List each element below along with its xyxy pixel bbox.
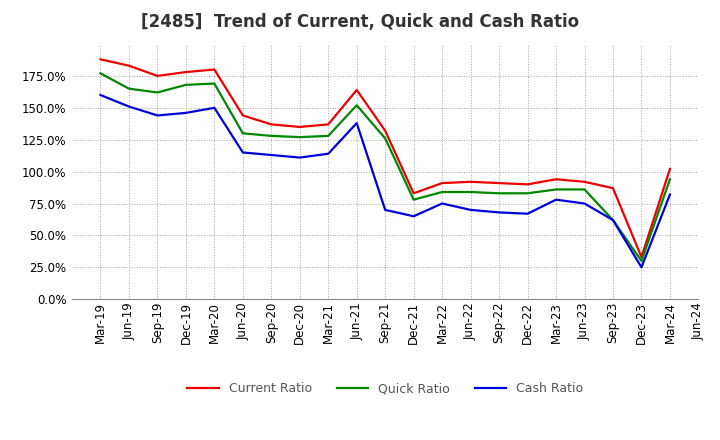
Quick Ratio (352, 103, 361, 108)
Quick Ratio (552, 187, 560, 192)
Current Ratio (467, 179, 475, 184)
Quick Ratio (438, 189, 446, 194)
Quick Ratio (467, 189, 475, 194)
Quick Ratio (665, 176, 674, 182)
Quick Ratio (267, 133, 276, 139)
Cash Ratio (324, 151, 333, 156)
Quick Ratio (495, 191, 503, 196)
Cash Ratio (267, 152, 276, 158)
Line: Cash Ratio: Cash Ratio (101, 95, 670, 268)
Current Ratio (324, 122, 333, 127)
Quick Ratio (125, 86, 133, 92)
Current Ratio (210, 67, 219, 72)
Cash Ratio (580, 201, 589, 206)
Quick Ratio (96, 71, 105, 76)
Line: Quick Ratio: Quick Ratio (101, 73, 670, 261)
Current Ratio (295, 124, 304, 129)
Cash Ratio (295, 155, 304, 160)
Text: [2485]  Trend of Current, Quick and Cash Ratio: [2485] Trend of Current, Quick and Cash … (141, 13, 579, 31)
Quick Ratio (324, 133, 333, 139)
Quick Ratio (381, 136, 390, 141)
Cash Ratio (467, 207, 475, 213)
Cash Ratio (381, 207, 390, 213)
Quick Ratio (295, 135, 304, 140)
Cash Ratio (438, 201, 446, 206)
Current Ratio (580, 179, 589, 184)
Quick Ratio (608, 217, 617, 223)
Cash Ratio (608, 217, 617, 223)
Cash Ratio (210, 105, 219, 110)
Cash Ratio (665, 192, 674, 197)
Quick Ratio (153, 90, 162, 95)
Line: Current Ratio: Current Ratio (101, 59, 670, 257)
Cash Ratio (637, 265, 646, 270)
Current Ratio (267, 122, 276, 127)
Quick Ratio (210, 81, 219, 86)
Current Ratio (153, 73, 162, 78)
Cash Ratio (495, 210, 503, 215)
Quick Ratio (181, 82, 190, 88)
Cash Ratio (96, 92, 105, 98)
Current Ratio (125, 63, 133, 68)
Current Ratio (665, 166, 674, 172)
Cash Ratio (181, 110, 190, 116)
Cash Ratio (352, 121, 361, 126)
Current Ratio (410, 191, 418, 196)
Quick Ratio (637, 258, 646, 264)
Quick Ratio (410, 197, 418, 202)
Current Ratio (637, 254, 646, 260)
Cash Ratio (523, 211, 532, 216)
Current Ratio (552, 176, 560, 182)
Current Ratio (495, 180, 503, 186)
Legend: Current Ratio, Quick Ratio, Cash Ratio: Current Ratio, Quick Ratio, Cash Ratio (182, 377, 588, 400)
Current Ratio (96, 57, 105, 62)
Cash Ratio (552, 197, 560, 202)
Cash Ratio (125, 104, 133, 109)
Cash Ratio (153, 113, 162, 118)
Current Ratio (381, 128, 390, 133)
Cash Ratio (238, 150, 247, 155)
Cash Ratio (410, 214, 418, 219)
Current Ratio (238, 113, 247, 118)
Quick Ratio (238, 131, 247, 136)
Current Ratio (181, 70, 190, 75)
Quick Ratio (523, 191, 532, 196)
Current Ratio (523, 182, 532, 187)
Current Ratio (608, 186, 617, 191)
Current Ratio (352, 87, 361, 92)
Quick Ratio (580, 187, 589, 192)
Current Ratio (438, 180, 446, 186)
